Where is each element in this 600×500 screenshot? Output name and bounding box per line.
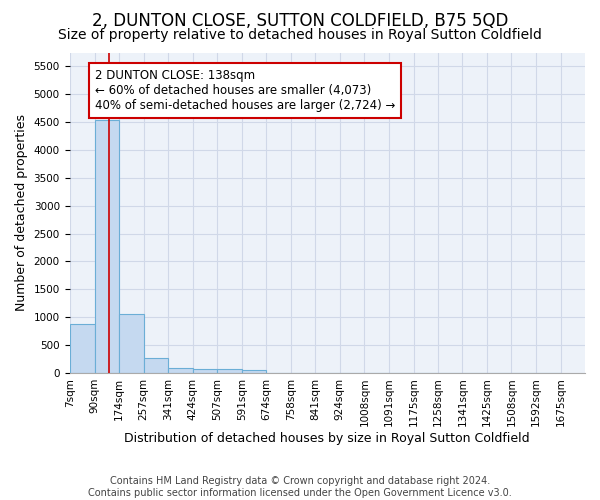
Bar xyxy=(95,120,119,373)
Text: Size of property relative to detached houses in Royal Sutton Coldfield: Size of property relative to detached ho… xyxy=(58,28,542,42)
Text: Contains HM Land Registry data © Crown copyright and database right 2024.
Contai: Contains HM Land Registry data © Crown c… xyxy=(88,476,512,498)
Bar xyxy=(217,368,242,373)
Text: 2, DUNTON CLOSE, SUTTON COLDFIELD, B75 5QD: 2, DUNTON CLOSE, SUTTON COLDFIELD, B75 5… xyxy=(92,12,508,30)
Y-axis label: Number of detached properties: Number of detached properties xyxy=(15,114,28,311)
X-axis label: Distribution of detached houses by size in Royal Sutton Coldfield: Distribution of detached houses by size … xyxy=(124,432,530,445)
Bar xyxy=(242,370,266,373)
Bar xyxy=(143,358,168,373)
Bar xyxy=(119,314,143,373)
Bar xyxy=(193,368,217,373)
Bar xyxy=(169,368,193,373)
Text: 2 DUNTON CLOSE: 138sqm
← 60% of detached houses are smaller (4,073)
40% of semi-: 2 DUNTON CLOSE: 138sqm ← 60% of detached… xyxy=(95,69,395,112)
Bar xyxy=(70,324,95,373)
